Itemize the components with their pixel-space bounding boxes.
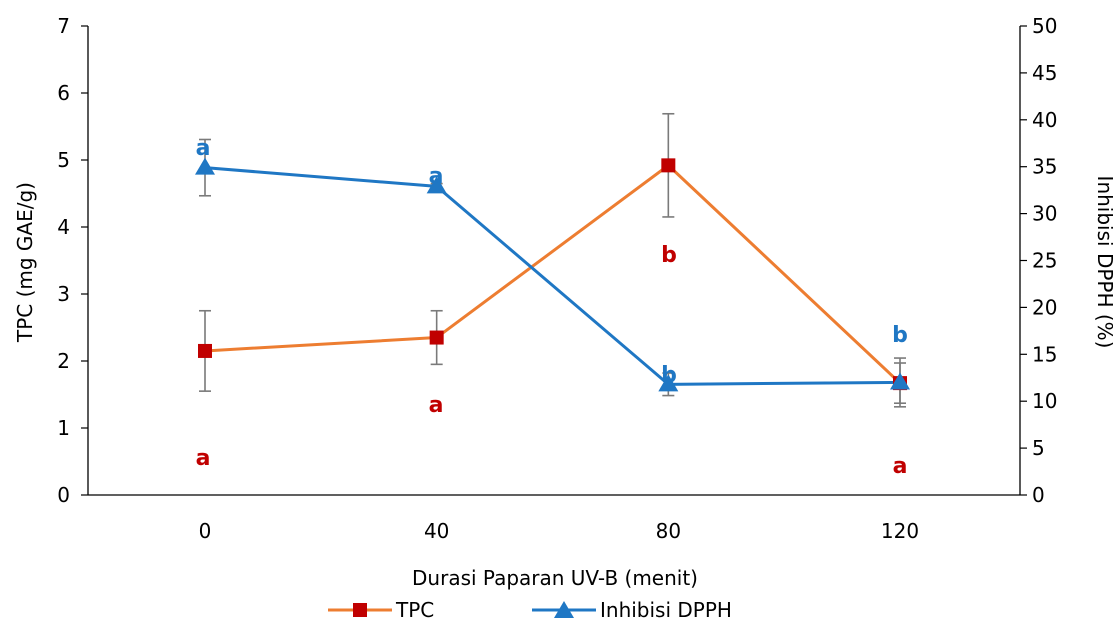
right-tick-label: 40: [1032, 108, 1057, 132]
left-y-axis-title: TPC (mg GAE/g): [13, 182, 37, 343]
left-tick-label: 7: [57, 14, 70, 38]
significance-label-tpc: a: [196, 446, 211, 471]
right-tick-label: 10: [1032, 389, 1057, 413]
legend-item-dpph: Inhibisi DPPH: [532, 598, 732, 622]
right-y-axis-title: Inhibisi DPPH (%): [1093, 176, 1113, 349]
x-tick-label: 0: [199, 519, 212, 543]
right-tick-label: 45: [1032, 61, 1057, 85]
left-tick-label: 3: [57, 282, 70, 306]
legend-label-dpph: Inhibisi DPPH: [600, 598, 732, 622]
error-bars: [199, 112, 906, 408]
series-lines: [204, 163, 902, 386]
legend-item-tpc: TPC: [328, 598, 434, 622]
axes: [87, 26, 1021, 496]
series-line-inhibisi-dpph: [204, 166, 901, 386]
left-tick-label: 6: [57, 81, 70, 105]
right-tick-label: 20: [1032, 295, 1057, 319]
left-tick-label: 0: [57, 483, 70, 507]
x-axis-title: Durasi Paparan UV-B (menit): [412, 566, 698, 590]
right-tick-label: 15: [1032, 342, 1057, 366]
left-tick-label: 4: [57, 215, 70, 239]
series-line-tpc: [204, 163, 902, 385]
significance-label-inhibisi-dpph: a: [429, 164, 444, 189]
significance-labels: a a b a a a b b: [196, 136, 908, 479]
significance-label-inhibisi-dpph: b: [661, 363, 677, 388]
right-tick-label: 35: [1032, 155, 1057, 179]
significance-label-inhibisi-dpph: b: [892, 323, 908, 348]
right-tick-label: 25: [1032, 249, 1057, 273]
legend: TPC Inhibisi DPPH: [328, 598, 732, 622]
data-point-inhibisi-dpph: [195, 157, 215, 175]
data-point-inhibisi-dpph: [426, 176, 447, 194]
significance-label-tpc: a: [893, 454, 908, 479]
data-point-tpc: [429, 330, 444, 345]
data-point-tpc: [661, 158, 676, 173]
x-tick-label: 80: [656, 519, 681, 543]
significance-label-tpc: b: [661, 243, 677, 268]
legend-marker-dpph: [554, 601, 574, 618]
right-tick-label: 5: [1032, 436, 1045, 460]
data-point-tpc: [198, 343, 212, 358]
x-axis-ticks: 0 40 80 120: [199, 519, 919, 543]
x-tick-label: 120: [881, 519, 919, 543]
series-markers: [195, 157, 910, 392]
right-tick-label: 50: [1032, 14, 1057, 38]
left-tick-label: 1: [57, 416, 70, 440]
legend-label-tpc: TPC: [395, 598, 434, 622]
data-point-inhibisi-dpph: [890, 372, 910, 390]
left-axis-ticks: 0 1 2 3 4 5 6 7: [57, 14, 88, 507]
significance-label-inhibisi-dpph: a: [196, 136, 211, 161]
data-point-inhibisi-dpph: [658, 374, 679, 392]
right-axis-ticks: 0 5 10 15 20 25 30 35 40 45 50: [1020, 14, 1057, 507]
significance-label-tpc: a: [429, 393, 444, 418]
left-tick-label: 2: [57, 349, 70, 373]
left-tick-label: 5: [57, 148, 70, 172]
x-tick-label: 40: [424, 519, 449, 543]
right-tick-label: 30: [1032, 202, 1057, 226]
right-tick-label: 0: [1032, 483, 1045, 507]
legend-marker-tpc: [353, 603, 367, 617]
